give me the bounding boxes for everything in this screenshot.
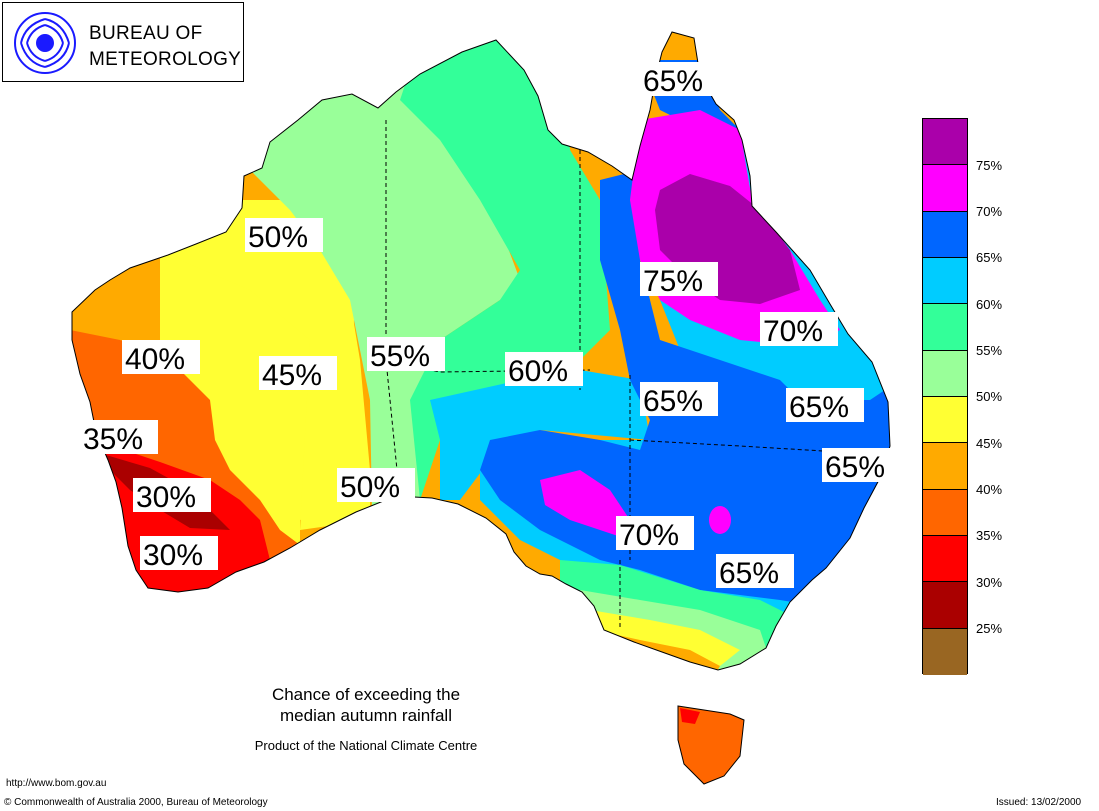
legend-label: 45% xyxy=(976,436,1003,451)
legend-swatch xyxy=(923,443,967,490)
legend-swatch xyxy=(923,350,967,397)
footer-issued: Issued: 13/02/2000 xyxy=(996,797,1082,808)
legend-swatch xyxy=(923,257,967,305)
legend-label: 35% xyxy=(976,528,1003,543)
region-label: 70% xyxy=(763,315,823,348)
region-label: 50% xyxy=(340,471,400,504)
region-label: 65% xyxy=(825,451,885,484)
legend-label: 25% xyxy=(976,621,1003,636)
region-label: 55% xyxy=(370,340,430,373)
region-label: 60% xyxy=(508,355,568,388)
legend-label: 60% xyxy=(976,297,1003,312)
footer-copyright: © Commonwealth of Australia 2000, Bureau… xyxy=(4,797,268,808)
legend-label: 40% xyxy=(976,482,1003,497)
region-label: 65% xyxy=(643,385,703,418)
region-label: 30% xyxy=(143,539,203,572)
legend-swatch xyxy=(923,211,967,258)
bom-logo: BUREAU OF METEOROLOGY xyxy=(2,2,244,82)
footer-url[interactable]: http://www.bom.gov.au xyxy=(6,778,107,789)
legend-swatch xyxy=(923,165,967,212)
color-legend xyxy=(922,118,968,675)
legend-swatch xyxy=(923,582,967,629)
legend-swatch xyxy=(923,304,967,351)
logo-line2: METEOROLOGY xyxy=(89,49,242,70)
legend-label: 50% xyxy=(976,389,1003,404)
legend-swatch xyxy=(923,489,967,536)
legend-label: 70% xyxy=(976,204,1003,219)
legend-swatch xyxy=(923,535,967,583)
region-label: 65% xyxy=(719,557,779,590)
region-label: 35% xyxy=(83,423,143,456)
map-caption: Chance of exceeding the median autumn ra… xyxy=(226,684,506,726)
region-label: 65% xyxy=(789,391,849,424)
caption-line2: median autumn rainfall xyxy=(280,706,452,725)
legend-label: 75% xyxy=(976,158,1003,173)
region-labels: 65% 50% 75% 70% 40% 45% 55% 60% 65% 65% … xyxy=(80,62,900,590)
legend-label: 55% xyxy=(976,343,1003,358)
caption-line1: Chance of exceeding the xyxy=(271,685,461,704)
region-label: 75% xyxy=(643,265,703,298)
caption-product: Product of the National Climate Centre xyxy=(254,738,478,753)
legend-swatch xyxy=(923,119,967,166)
region-label: 30% xyxy=(136,481,196,514)
region-label: 45% xyxy=(262,359,322,392)
legend-label: 30% xyxy=(976,575,1003,590)
legend-swatch xyxy=(923,628,967,675)
bom-swirl-icon xyxy=(14,12,76,74)
logo-line1: BUREAU OF xyxy=(89,23,203,44)
region-label: 50% xyxy=(248,221,308,254)
region-label: 40% xyxy=(125,343,185,376)
region-label: 65% xyxy=(643,65,703,98)
legend-label: 65% xyxy=(976,250,1003,265)
region-label: 70% xyxy=(619,519,679,552)
legend-swatch xyxy=(923,396,967,444)
